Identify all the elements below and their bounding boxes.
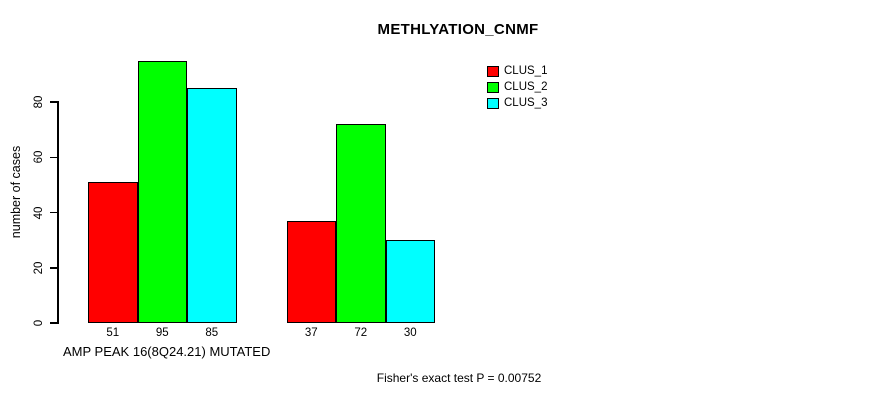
y-tick-60 (50, 156, 58, 158)
fisher-exact-test-annotation: Fisher's exact test P = 0.00752 (376, 371, 542, 385)
bar-clus_2-group-1 (137, 60, 187, 323)
legend-row-clus_3: CLUS_3 (487, 95, 547, 111)
y-tick-label-20: 20 (33, 261, 45, 275)
bar-value-clus_3-group-1: 85 (205, 327, 219, 339)
y-tick-label-60: 60 (33, 150, 45, 164)
legend: CLUS_1 CLUS_2 CLUS_3 (487, 63, 547, 111)
bar-clus_3-group-2 (385, 240, 435, 323)
y-axis-label: number of cases (9, 145, 23, 239)
bar-clus_1-group-2 (286, 220, 336, 323)
legend-swatch-clus_2 (487, 81, 499, 93)
y-tick-20 (50, 267, 58, 269)
legend-label-clus_2: CLUS_2 (504, 81, 548, 93)
y-tick-label-80: 80 (33, 95, 45, 109)
bar-clus_3-group-1 (187, 88, 237, 323)
y-tick-label-0: 0 (33, 319, 45, 327)
y-tick-0 (50, 322, 58, 324)
y-tick-label-40: 40 (33, 206, 45, 219)
bar-value-clus_2-group-2: 72 (354, 327, 368, 339)
legend-swatch-clus_3 (487, 97, 499, 109)
bar-value-clus_2-group-1: 95 (155, 327, 169, 339)
bar-clus_2-group-2 (336, 124, 386, 323)
bar-value-clus_1-group-2: 37 (304, 327, 318, 339)
legend-row-clus_2: CLUS_2 (487, 79, 547, 95)
legend-label-clus_3: CLUS_3 (504, 97, 548, 109)
bar-clus_1-group-1 (88, 182, 138, 323)
legend-label-clus_1: CLUS_1 (504, 65, 548, 77)
x-axis-label: AMP PEAK 16(8Q24.21) MUTATED (63, 344, 271, 359)
chart-title: METHLYATION_CNMF (377, 21, 539, 38)
y-tick-80 (50, 101, 58, 103)
legend-row-clus_1: CLUS_1 (487, 63, 547, 79)
bar-value-clus_1-group-1: 51 (106, 327, 120, 339)
bar-value-clus_3-group-2: 30 (403, 327, 417, 339)
y-tick-40 (50, 211, 58, 214)
legend-swatch-clus_1 (487, 65, 499, 77)
